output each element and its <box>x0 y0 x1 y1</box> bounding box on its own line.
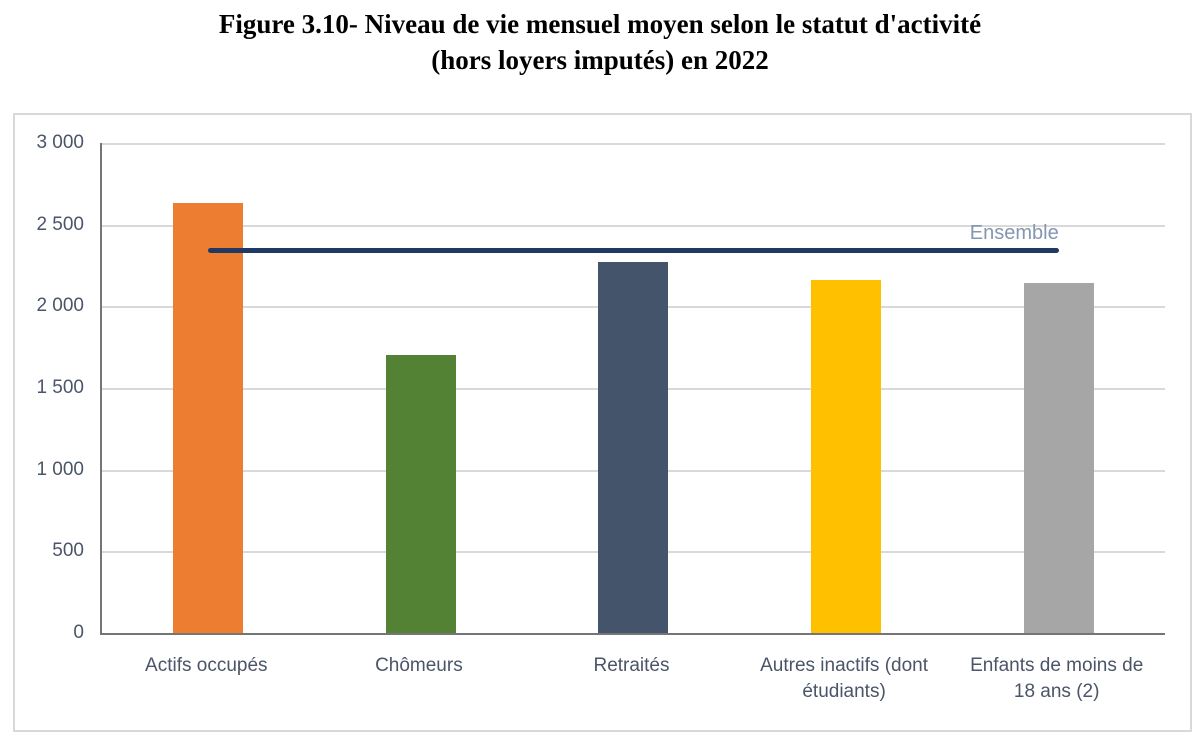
bar-cell-2 <box>527 143 740 633</box>
gridline-2500 <box>102 224 1165 227</box>
y-tick-label-2500: 2 500 <box>36 213 84 235</box>
y-tick-label-1500: 1 500 <box>36 377 84 398</box>
y-tick-label-2000: 2 000 <box>36 295 84 317</box>
ensemble-line <box>208 247 1059 253</box>
bar-cell-0 <box>102 143 315 633</box>
figure-title: Figure 3.10- Niveau de vie mensuel moyen… <box>0 6 1200 78</box>
bar-cell-3 <box>740 143 953 633</box>
category-label-0: Actifs occupés <box>145 655 268 676</box>
y-axis-labels: 0 500 1 000 1 500 2 000 2 500 3 000 <box>15 132 84 643</box>
ensemble-label: Ensemble <box>969 221 1059 244</box>
bars-row <box>102 143 1165 633</box>
category-label-1: Chômeurs <box>375 655 463 676</box>
gridline-3000 <box>102 143 1165 145</box>
figure-title-line1: Figure 3.10- Niveau de vie mensuel moyen… <box>218 9 982 39</box>
bar-3 <box>811 280 882 633</box>
y-tick-label-500: 500 <box>52 540 84 562</box>
figure-title-line2: (hors loyers imputés) en 2022 <box>431 45 769 75</box>
x-axis-labels: Actifs occupés Chômeurs Retraités Autres in… <box>100 653 1163 705</box>
y-tick-label-0: 0 <box>73 622 84 643</box>
plot-area: Ensemble <box>100 143 1165 635</box>
bar-cell-4 <box>952 143 1165 633</box>
bar-0 <box>173 203 244 633</box>
y-tick-label-3000: 3 000 <box>36 132 84 153</box>
bar-2 <box>598 262 669 633</box>
y-tick-label-1000: 1 000 <box>36 458 84 480</box>
chart-area: 0 500 1 000 1 500 2 000 2 500 3 000 Ensemble A… <box>13 113 1192 732</box>
category-label-4: Enfants de moins de 18 ans (2) <box>970 655 1144 702</box>
bar-1 <box>385 355 456 633</box>
category-label-3: Autres inactifs (dont étudiants) <box>760 655 929 702</box>
category-label-2: Retraités <box>593 655 670 676</box>
bar-4 <box>1023 283 1094 633</box>
bar-cell-1 <box>315 143 528 633</box>
